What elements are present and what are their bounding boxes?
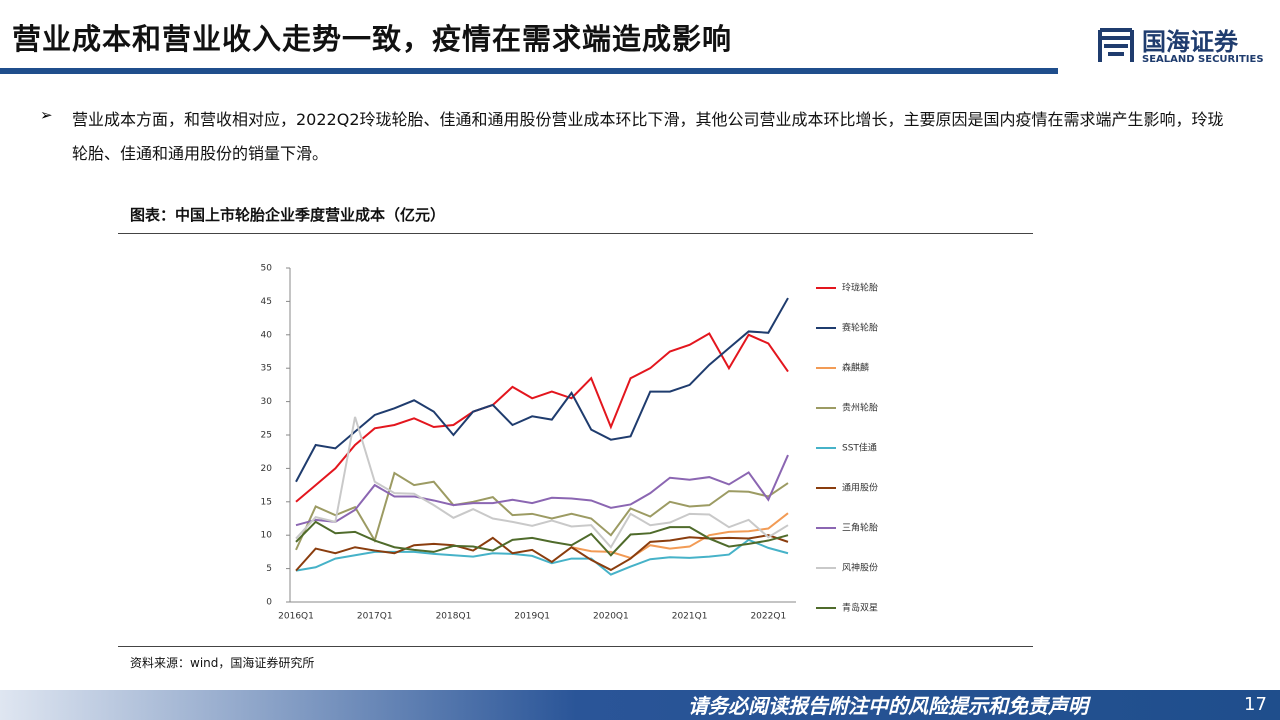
legend-label: 风神股份 — [842, 562, 878, 574]
y-tick-label: 10 — [261, 531, 273, 541]
y-tick-label: 15 — [261, 497, 272, 507]
caption-rule — [118, 233, 1033, 234]
bullet-text: 营业成本方面，和营收相对应，2022Q2玲珑轮胎、佳通和通用股份营业成本环比下滑… — [72, 110, 1224, 163]
bullet-marker: ➢ — [40, 106, 53, 124]
title-rule — [0, 68, 1058, 74]
series-line — [571, 512, 789, 560]
legend-label: 玲珑轮胎 — [842, 282, 878, 294]
series-line — [295, 297, 789, 483]
x-tick-label: 2017Q1 — [357, 612, 393, 622]
legend-label: 三角轮胎 — [842, 522, 878, 534]
legend-label: 通用股份 — [842, 482, 878, 494]
logo-icon — [1098, 28, 1134, 62]
series-line — [295, 454, 789, 527]
y-tick-label: 20 — [261, 464, 273, 474]
logo-text: 国海证券 — [1142, 28, 1238, 56]
y-tick-label: 40 — [261, 330, 273, 340]
y-tick-label: 25 — [261, 431, 272, 441]
x-tick-label: 2019Q1 — [514, 612, 550, 622]
series-line — [295, 534, 789, 572]
x-tick-label: 2016Q1 — [278, 612, 314, 622]
y-tick-label: 35 — [261, 364, 272, 374]
y-tick-label: 0 — [266, 598, 272, 608]
series-line — [295, 416, 789, 549]
series-line — [295, 332, 789, 503]
page-number: 17 — [1244, 694, 1267, 715]
legend-label: SST佳通 — [842, 442, 877, 454]
y-tick-label: 50 — [261, 264, 273, 274]
legend-label: 森麒麟 — [842, 362, 869, 374]
y-tick-label: 5 — [266, 564, 272, 574]
x-tick-label: 2022Q1 — [750, 612, 786, 622]
source-note: 资料来源：wind，国海证券研究所 — [130, 656, 315, 670]
disclaimer: 请务必阅读报告附注中的风险提示和免责声明 — [688, 694, 1088, 718]
legend-label: 赛轮轮胎 — [842, 322, 878, 334]
slide-title: 营业成本和营业收入走势一致，疫情在需求端造成影响 — [12, 22, 733, 56]
source-rule — [118, 646, 1033, 647]
chart-caption: 图表：中国上市轮胎企业季度营业成本（亿元） — [130, 206, 446, 224]
footer-bar — [0, 690, 1280, 720]
y-tick-label: 30 — [261, 397, 273, 407]
series-line — [295, 520, 789, 557]
legend-label: 青岛双星 — [842, 602, 878, 614]
y-tick-label: 45 — [261, 297, 272, 307]
series-line — [295, 538, 789, 576]
legend-label: 贵州轮胎 — [842, 402, 878, 414]
series-line — [295, 471, 789, 551]
x-tick-label: 2020Q1 — [593, 612, 629, 622]
logo-subtext: SEALAND SECURITIES — [1142, 54, 1264, 65]
x-tick-label: 2021Q1 — [672, 612, 708, 622]
x-tick-label: 2018Q1 — [436, 612, 472, 622]
